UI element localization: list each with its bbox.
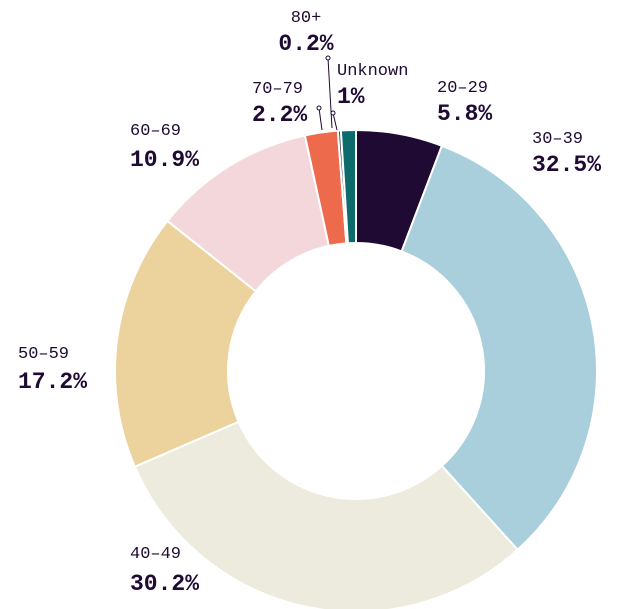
category-label: 40–49 [130,545,181,564]
value-label: 32.5% [532,152,601,178]
category-label: Unknown [337,62,408,81]
donut [114,128,598,609]
leader-line [318,107,323,131]
value-label: 30.2% [130,571,199,597]
slice [339,128,357,245]
value-label: 0.2% [278,31,333,57]
value-label: 17.2% [18,369,87,395]
slice [400,144,598,552]
value-label: 10.9% [130,147,199,173]
leader-line [327,57,333,129]
category-label: 50–59 [18,345,69,364]
leader-dot [316,105,322,111]
leader-dot [330,110,336,116]
leader-line [332,112,338,131]
slice [133,420,520,609]
slice [114,219,258,469]
value-label: 1% [337,84,365,110]
category-label: 70–79 [252,80,303,99]
category-label: 20–29 [437,79,488,98]
value-label: 5.8% [437,101,492,127]
category-label: 60–69 [130,122,181,141]
labels: 20–29 5.8% 30–39 32.5% 40–49 30.2% 50–59 17.2% 6… [18,9,601,597]
category-label: 30–39 [532,130,583,149]
category-label: 80+ [291,9,322,28]
value-label: 2.2% [252,102,307,128]
leader-dot [325,55,331,61]
